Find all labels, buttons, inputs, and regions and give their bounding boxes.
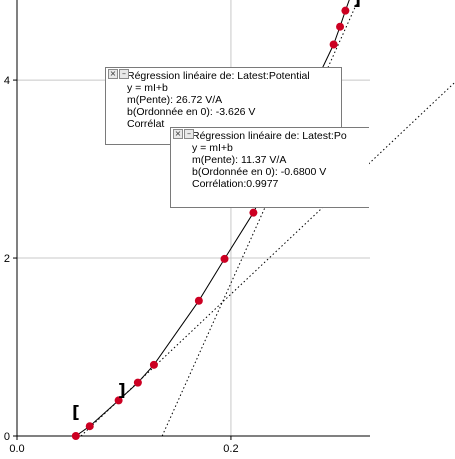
range-start-bracket[interactable]: [ xyxy=(72,403,80,423)
data-points xyxy=(71,6,350,440)
axes xyxy=(13,0,370,440)
range-brackets[interactable]: []] xyxy=(72,0,361,423)
data-point xyxy=(133,378,142,387)
regression-line-2 xyxy=(80,81,455,437)
close-icon[interactable]: × xyxy=(173,129,183,139)
regression-slope: m(Pente): 26.72 V/A xyxy=(127,94,223,106)
data-connector xyxy=(75,0,350,437)
close-icon[interactable]: × xyxy=(108,69,118,79)
regression-slope: m(Pente): 11.37 V/A xyxy=(192,154,287,166)
regression-equation: y = mI+b xyxy=(192,142,233,154)
data-point xyxy=(85,422,94,431)
x-tick-label: 0.0 xyxy=(9,443,24,455)
tick-labels: 0.0 0.2 0 2 4 xyxy=(4,75,239,455)
minimize-icon[interactable]: – xyxy=(184,129,194,139)
series-line xyxy=(75,0,350,437)
regression-line-1 xyxy=(161,0,359,437)
data-point xyxy=(336,22,345,31)
regression-header: Régression linéaire de: Latest:Potential xyxy=(127,70,310,82)
regression-header: Régression linéaire de: Latest:Po xyxy=(192,130,347,142)
range-end-bracket[interactable]: ] xyxy=(118,381,126,401)
y-tick-label: 0 xyxy=(4,431,10,443)
regression-intercept: b(Ordonnée en 0): -0.6800 V xyxy=(192,166,327,178)
regression-equation: y = mI+b xyxy=(127,82,168,94)
data-point xyxy=(114,396,123,405)
regression-lines xyxy=(80,0,455,437)
range-end-bracket[interactable]: ] xyxy=(353,0,361,10)
annotation-controls[interactable]: × – xyxy=(108,69,129,79)
data-point xyxy=(149,360,158,369)
data-point xyxy=(341,6,350,15)
regression-correlation: Corrélat xyxy=(127,118,165,130)
data-point xyxy=(194,296,203,305)
data-point xyxy=(249,208,258,217)
regression-annotation-2[interactable]: × – Régression linéaire de: Latest:Po y … xyxy=(170,127,369,208)
x-tick-label: 0.2 xyxy=(223,443,238,455)
data-point xyxy=(329,40,338,49)
regression-correlation: Corrélation:0.9977 xyxy=(192,178,279,190)
minimize-icon[interactable]: – xyxy=(119,69,129,79)
grid xyxy=(17,0,370,436)
data-point xyxy=(71,432,80,440)
annotation-controls[interactable]: × – xyxy=(173,129,194,139)
data-point xyxy=(220,254,229,263)
y-tick-label: 2 xyxy=(4,253,10,265)
y-tick-label: 4 xyxy=(4,75,10,87)
regression-intercept: b(Ordonnée en 0): -3.626 V xyxy=(127,106,256,118)
